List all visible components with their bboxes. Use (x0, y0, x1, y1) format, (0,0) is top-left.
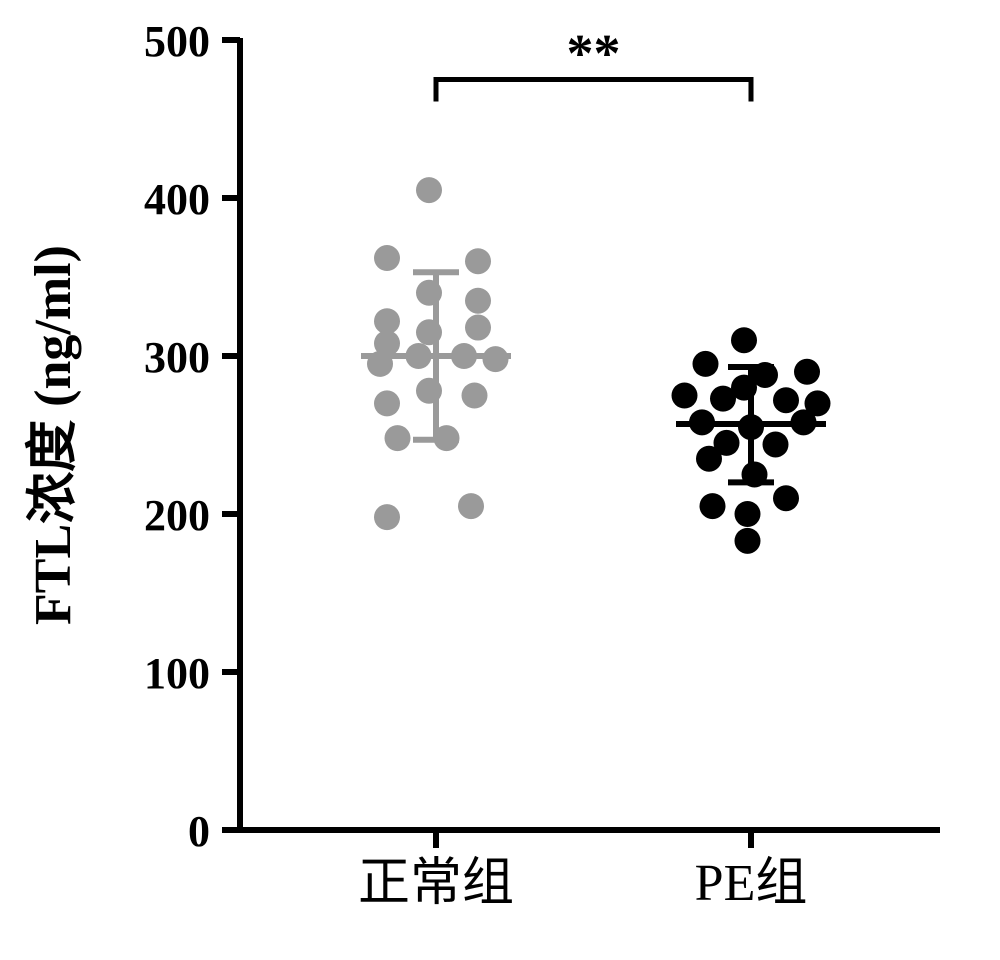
data-point (451, 343, 477, 369)
chart-svg: 0 100 200 300 400 500 FTL浓度 (ng/ml) 正常组 PE组 ** (0, 0, 1000, 960)
data-point (735, 528, 761, 554)
data-point (406, 343, 432, 369)
data-point (465, 315, 491, 341)
scatter-chart: 0 100 200 300 400 500 FTL浓度 (ng/ml) 正常组 PE组 ** (0, 0, 1000, 960)
data-point (693, 351, 719, 377)
data-point (385, 425, 411, 451)
data-point (738, 414, 764, 440)
data-point (731, 327, 757, 353)
data-point (700, 493, 726, 519)
data-point (462, 383, 488, 409)
x-tick-label: PE组 (695, 855, 808, 912)
data-point (374, 308, 400, 334)
data-point (416, 319, 442, 345)
data-point (367, 351, 393, 377)
y-tick-label: 500 (144, 17, 210, 66)
data-point (735, 501, 761, 527)
data-point (791, 409, 817, 435)
data-point (689, 409, 715, 435)
data-point (416, 378, 442, 404)
data-point (434, 425, 460, 451)
data-point (773, 387, 799, 413)
data-point (763, 431, 789, 457)
y-axis-title: FTL浓度 (ng/ml) (24, 245, 82, 625)
data-point (374, 504, 400, 530)
y-tick-label: 400 (144, 175, 210, 224)
data-point (672, 383, 698, 409)
data-point (742, 462, 768, 488)
data-point (773, 485, 799, 511)
data-point (374, 390, 400, 416)
data-point (710, 386, 736, 412)
significance-label: ** (567, 24, 621, 84)
y-tick-label: 200 (144, 491, 210, 540)
data-point (416, 177, 442, 203)
y-tick-label: 100 (144, 649, 210, 698)
y-tick-label: 300 (144, 333, 210, 382)
data-point (483, 346, 509, 372)
data-point (794, 359, 820, 385)
x-tick-label: 正常组 (358, 855, 514, 912)
data-point (416, 280, 442, 306)
data-point (458, 493, 484, 519)
data-point (696, 446, 722, 472)
y-tick-label: 0 (188, 807, 210, 856)
data-point (465, 248, 491, 274)
data-point (374, 245, 400, 271)
data-point (465, 288, 491, 314)
